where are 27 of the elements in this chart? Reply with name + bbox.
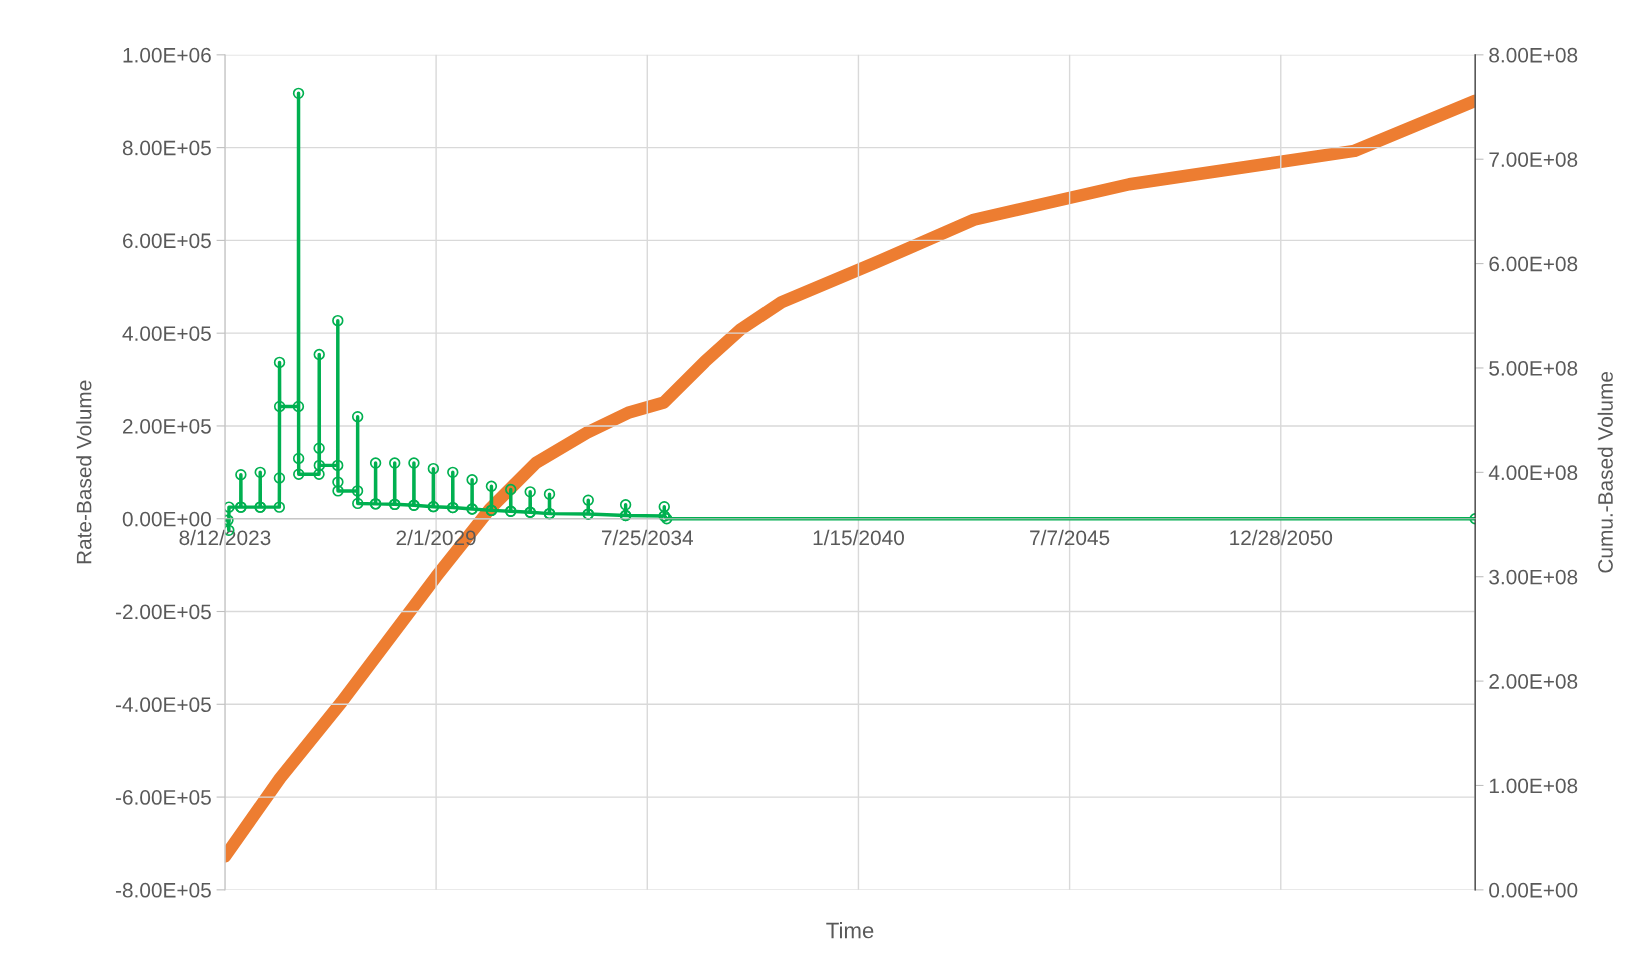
y2-tick-label: 5.00E+08 [1489,360,1578,376]
x-tick-label: 7/7/2045 [1030,529,1110,546]
y2-tick-label: 7.00E+08 [1489,152,1578,167]
y2-tick-label: 0.00E+00 [1489,882,1578,898]
y-tick-label: 2.00E+05 [123,418,211,434]
y2-tick-label: 4.00E+08 [1488,465,1578,481]
y-tick-label: 4.00E+05 [122,326,211,341]
y-tick-label: -6.00E+05 [115,790,211,805]
y2-tick-label: 1.00E+08 [1489,778,1578,794]
y-tick-label: -8.00E+05 [115,882,211,898]
y-tick-label: 1.00E+06 [123,47,211,63]
y2-tick-label: 2.00E+08 [1489,674,1578,689]
x-tick-label: 12/28/2050 [1230,529,1333,546]
y-axis-title: Rate-Based Volume [76,380,92,564]
x-tick-label: 8/12/2023 [179,529,271,546]
x-tick-label: 1/15/2040 [813,529,904,546]
y-tick-label: 8.00E+05 [122,140,211,156]
y2-axis-title: Cumu.-Based Volume [1597,371,1613,573]
x-axis-title: Time [826,922,874,939]
y2-tick-label: 6.00E+08 [1489,256,1578,272]
y-tick-label: -2.00E+05 [115,604,211,620]
y-tick-label: -4.00E+05 [115,697,211,713]
x-tick-label: 7/25/2034 [602,529,694,546]
y-tick-label: 6.00E+05 [123,233,211,249]
y2-tick-label: 8.00E+08 [1489,47,1578,63]
y-tick-label: 0.00E+00 [122,511,211,527]
y2-tick-label: 3.00E+08 [1489,569,1578,585]
